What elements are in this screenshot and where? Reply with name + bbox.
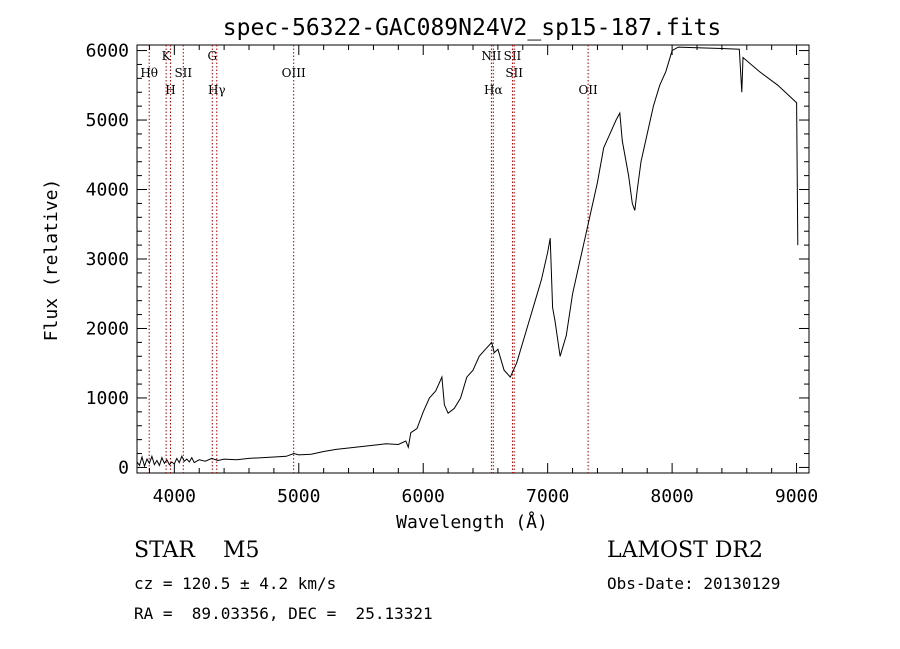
redshift-velocity: cz = 120.5 ± 4.2 km/s	[134, 574, 337, 593]
plot-frame	[136, 44, 810, 474]
x-tick-label: 6000	[402, 486, 445, 507]
object-class: STAR M5	[134, 538, 260, 563]
y-tick-label: 0	[118, 457, 129, 478]
emission-line-label: SII	[505, 66, 523, 80]
observation-date: Obs-Date: 20130129	[607, 574, 781, 593]
y-tick-label: 3000	[86, 249, 129, 270]
y-tick-label: 6000	[86, 41, 129, 62]
emission-line-label: OII	[578, 83, 598, 97]
coordinates: RA = 89.03356, DEC = 25.13321	[134, 604, 433, 623]
y-tick-label: 5000	[86, 110, 129, 131]
emission-line-label: Hα	[484, 83, 503, 97]
emission-line-label: SII	[504, 49, 522, 63]
emission-line-label: K	[162, 49, 172, 63]
emission-line-label: NII	[481, 49, 501, 63]
survey-name: LAMOST DR2	[607, 538, 763, 563]
x-tick-label: 8000	[650, 486, 693, 507]
x-tick-label: 5000	[277, 486, 320, 507]
emission-line-label: Hγ	[208, 83, 226, 97]
y-tick-label: 4000	[86, 180, 129, 201]
x-tick-label: 7000	[526, 486, 569, 507]
y-axis-label: Flux (relative)	[41, 179, 62, 342]
emission-line-label: Hθ	[140, 66, 158, 80]
emission-line-label: G	[207, 49, 217, 63]
y-tick-label: 2000	[86, 318, 129, 339]
emission-line-label: H	[165, 83, 175, 97]
x-tick-label: 9000	[775, 486, 818, 507]
axis-ticks	[137, 45, 809, 473]
spectrum-line	[136, 46, 799, 468]
emission-line-label: SII	[174, 66, 192, 80]
y-tick-label: 1000	[86, 388, 129, 409]
chart-title: spec-56322-GAC089N24V2_sp15-187.fits	[223, 15, 722, 41]
x-axis-label: Wavelength (Å)	[396, 511, 548, 533]
emission-line-label: OIII	[282, 66, 306, 80]
axis-tick-labels: 4000 5000 6000 7000 8000 9000 0 1000 2000 3000 400…	[86, 41, 819, 507]
x-tick-label: 4000	[153, 486, 196, 507]
